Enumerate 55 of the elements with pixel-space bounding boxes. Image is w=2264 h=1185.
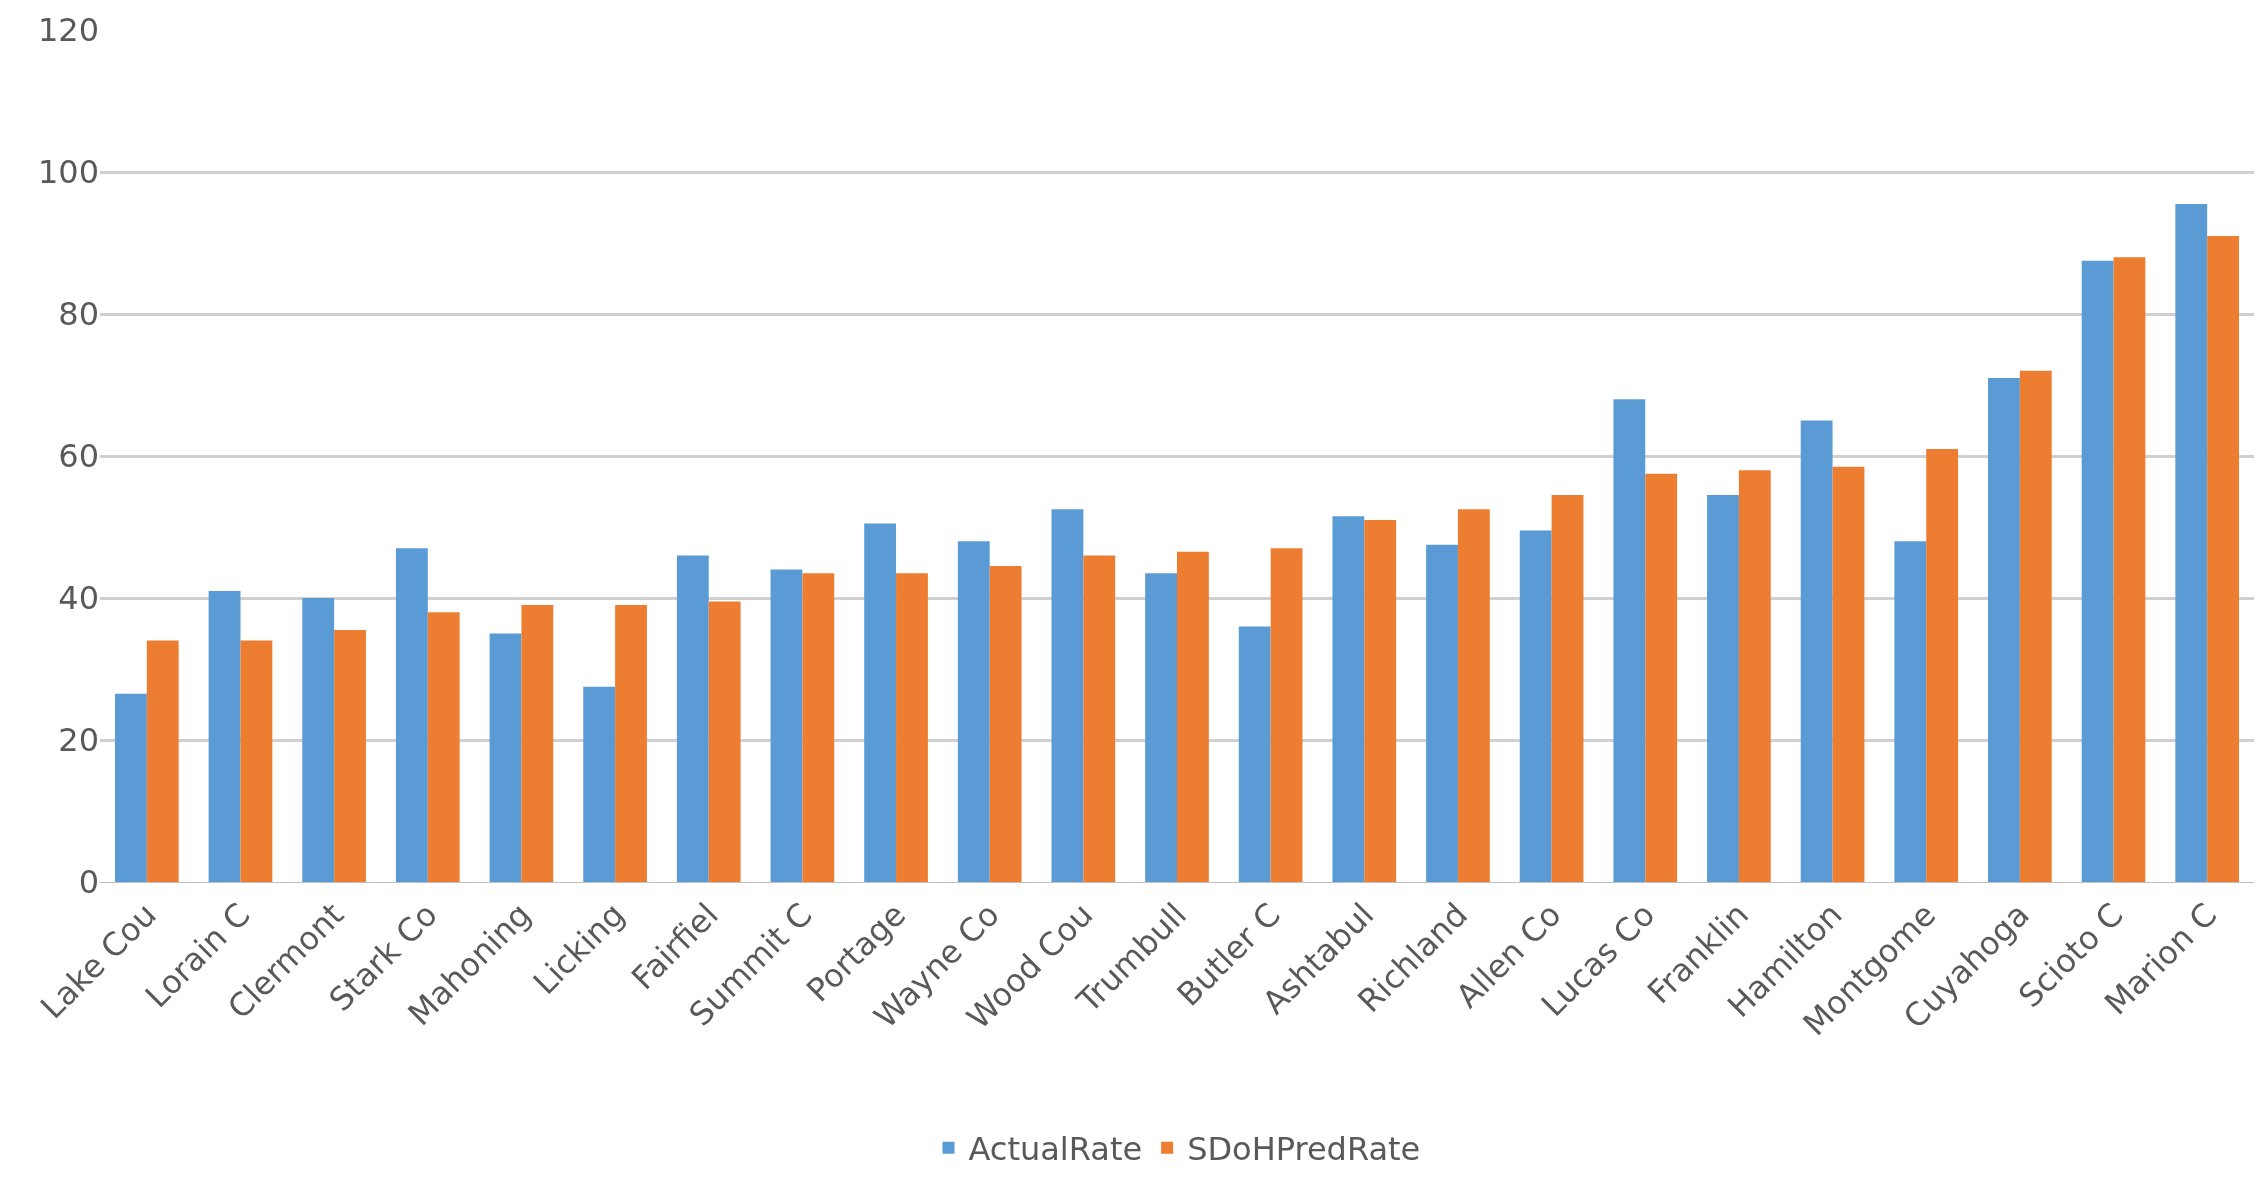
legend-label: SDoHPredRate <box>1187 1130 1421 1169</box>
bar <box>615 605 647 882</box>
bar <box>2019 370 2052 882</box>
y-tick-label: 120 <box>37 11 99 50</box>
bar <box>1551 495 1584 882</box>
bar <box>1364 519 1397 882</box>
bar <box>427 612 460 882</box>
bar <box>1519 530 1552 882</box>
bar <box>1426 544 1458 882</box>
bar <box>1613 399 1646 882</box>
bar <box>802 573 835 882</box>
bar <box>240 640 273 882</box>
bar <box>146 640 179 882</box>
bar <box>770 569 803 882</box>
bar <box>489 633 522 882</box>
bar <box>1457 509 1490 882</box>
bar <box>1177 551 1209 882</box>
bar <box>2113 257 2146 882</box>
bar <box>114 693 147 882</box>
bar <box>989 566 1022 882</box>
y-tick-label: 0 <box>78 863 99 902</box>
bar <box>583 686 616 882</box>
bar <box>1832 466 1865 882</box>
y-tick-label: 40 <box>58 579 99 618</box>
bar <box>2175 203 2208 882</box>
bar <box>1738 470 1771 882</box>
bar <box>1988 377 2020 882</box>
bar <box>1083 555 1116 882</box>
bar <box>957 541 990 882</box>
bar <box>2207 235 2240 882</box>
bar <box>708 601 741 882</box>
bar <box>1332 516 1365 882</box>
bar <box>395 548 428 882</box>
bar <box>676 555 709 882</box>
bar <box>1894 541 1927 882</box>
y-tick-label: 20 <box>58 721 99 760</box>
legend-label: ActualRate <box>968 1130 1143 1169</box>
bar <box>2081 260 2114 882</box>
bar <box>302 598 335 882</box>
bar <box>1645 473 1678 882</box>
y-tick-label: 80 <box>58 295 99 334</box>
bar <box>1238 626 1271 882</box>
bar <box>334 629 366 882</box>
bar <box>1926 448 1959 882</box>
bar <box>1270 548 1303 882</box>
bar <box>521 605 554 882</box>
bar <box>1800 420 1833 882</box>
y-tick-label: 60 <box>58 437 99 476</box>
y-tick-label: 100 <box>37 153 99 192</box>
bar <box>1145 573 1177 882</box>
bar <box>1707 495 1739 882</box>
bar <box>1051 509 1084 882</box>
bar <box>208 590 241 882</box>
bar <box>864 523 897 882</box>
bar <box>896 573 928 882</box>
